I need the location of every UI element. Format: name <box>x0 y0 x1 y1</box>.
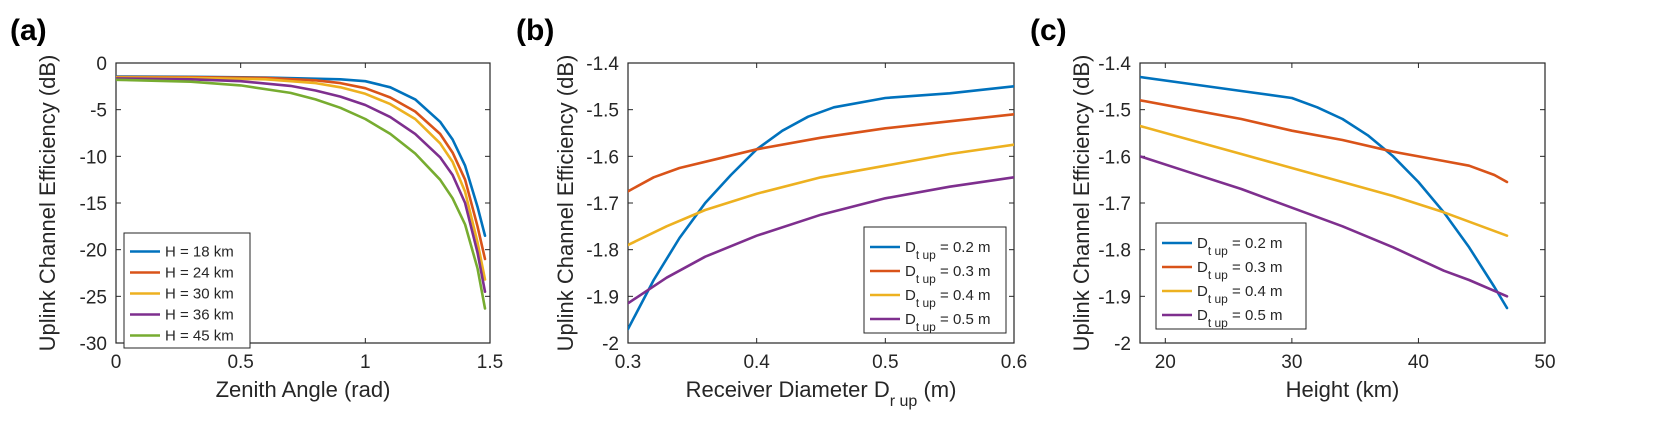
legend-label-unit: = 0.3 m <box>1228 259 1283 276</box>
legend-box <box>863 226 1007 334</box>
legend-label: H = 24 km <box>165 265 234 282</box>
legend-label: H = 18 km <box>165 244 234 261</box>
x-tick-label: 30 <box>1281 352 1302 373</box>
panel-b: (b) 0.3 0.4 0.5 0.6 -1.4 -1.5 -1.6 -1.7 -1.8 -1.9 -… <box>516 14 1027 410</box>
series-line-2 <box>628 113 1014 193</box>
series-line-1 <box>1140 75 1509 310</box>
legend-label-unit: = 0.2 m <box>1228 235 1283 252</box>
y-tick-label: -1.8 <box>586 241 619 262</box>
legend-label: H = 45 km <box>165 328 234 345</box>
x-tick-label: 50 <box>1534 352 1555 373</box>
y-tick-label: -30 <box>80 334 107 355</box>
series-line-3 <box>1140 124 1509 237</box>
y-tick-label: -1.5 <box>1098 101 1131 122</box>
legend-box <box>1155 222 1307 330</box>
series-line-5 <box>116 78 487 310</box>
legend-label-subscript: t up <box>916 320 936 334</box>
y-tick-label: -1.9 <box>1098 287 1131 308</box>
series-line-1 <box>628 85 1014 331</box>
series-line-3 <box>116 76 487 281</box>
legend-label-subscript: t up <box>916 296 936 310</box>
x-tick-label: 40 <box>1408 352 1429 373</box>
x-tick-label: 0.3 <box>615 352 641 373</box>
legend-label: H = 30 km <box>165 286 234 303</box>
y-tick-label: -20 <box>80 241 107 262</box>
legend-label-subscript: t up <box>1208 244 1228 258</box>
legend-label-unit: = 0.5 m <box>1228 307 1283 324</box>
legend-label-subscript: t up <box>1208 316 1228 330</box>
y-tick-label: -1.7 <box>586 194 619 215</box>
x-tick-label: 0.5 <box>872 352 898 373</box>
series-line-4 <box>116 77 487 294</box>
legend-label-subscript: t up <box>916 248 936 262</box>
y-tick-label: -25 <box>80 287 107 308</box>
legend-label-subscript: t up <box>916 272 936 286</box>
legend-label: H = 36 km <box>165 307 234 324</box>
y-tick-label: -15 <box>80 194 107 215</box>
legend-label-subscript: t up <box>1208 292 1228 306</box>
x-axis-label: Receiver Diameter Dr up (m) <box>686 377 957 410</box>
panel-label: (b) <box>516 14 554 47</box>
legend-label-subscript: t up <box>1208 268 1228 282</box>
x-axis-label: Zenith Angle (rad) <box>216 377 391 402</box>
series-line-4 <box>1140 155 1509 298</box>
y-axis-label: Uplink Channel Efficiency (dB) <box>35 55 60 352</box>
panel-label: (a) <box>10 14 47 47</box>
x-axis-label-subscript: r up <box>890 393 918 410</box>
y-tick-label: -10 <box>80 147 107 168</box>
y-tick-label: -1.5 <box>586 101 619 122</box>
series-line-2 <box>116 75 487 261</box>
y-tick-label: -1.4 <box>586 54 619 75</box>
panel-a: (a) 0 0.5 1 1.5 0 -5 -10 -15 -20 -25 -30 Zenith Angl… <box>10 14 503 402</box>
legend-label-unit: = 0.3 m <box>936 263 991 280</box>
y-tick-label: -1.9 <box>586 287 619 308</box>
series-line-2 <box>1140 99 1509 184</box>
y-axis-label: Uplink Channel Efficiency (dB) <box>1069 55 1094 352</box>
y-tick-label: -1.7 <box>1098 194 1131 215</box>
x-tick-label: 1.5 <box>477 352 503 373</box>
y-tick-label: -1.6 <box>1098 147 1131 168</box>
y-tick-label: 0 <box>96 54 107 75</box>
legend-label-unit: = 0.5 m <box>936 311 991 328</box>
y-tick-label: -1.8 <box>1098 241 1131 262</box>
x-tick-label: 20 <box>1155 352 1176 373</box>
y-tick-label: -1.4 <box>1098 54 1131 75</box>
x-tick-label: 0.4 <box>743 352 770 373</box>
y-tick-label: -1.6 <box>586 147 619 168</box>
y-axis-label: Uplink Channel Efficiency (dB) <box>553 55 578 352</box>
legend-label-unit: = 0.2 m <box>936 239 991 256</box>
y-tick-label: -2 <box>602 334 619 355</box>
legend-label-unit: = 0.4 m <box>1228 283 1283 300</box>
x-axis-label: Height (km) <box>1286 377 1400 402</box>
x-tick-label: 0 <box>111 352 122 373</box>
panel-label: (c) <box>1030 14 1067 47</box>
series-line-3 <box>628 143 1014 247</box>
panel-c: (c) 20 30 40 50 -1.4 -1.5 -1.6 -1.7 -1.8 -1.9 -2 Hei… <box>1030 14 1556 402</box>
x-tick-label: 1 <box>360 352 371 373</box>
series-line-4 <box>628 176 1014 305</box>
y-tick-label: -5 <box>90 101 107 122</box>
y-tick-label: -2 <box>1114 334 1131 355</box>
x-tick-label: 0.5 <box>227 352 253 373</box>
x-tick-label: 0.6 <box>1001 352 1027 373</box>
x-axis-label-unit: (m) <box>917 377 956 402</box>
legend-label-unit: = 0.4 m <box>936 287 991 304</box>
